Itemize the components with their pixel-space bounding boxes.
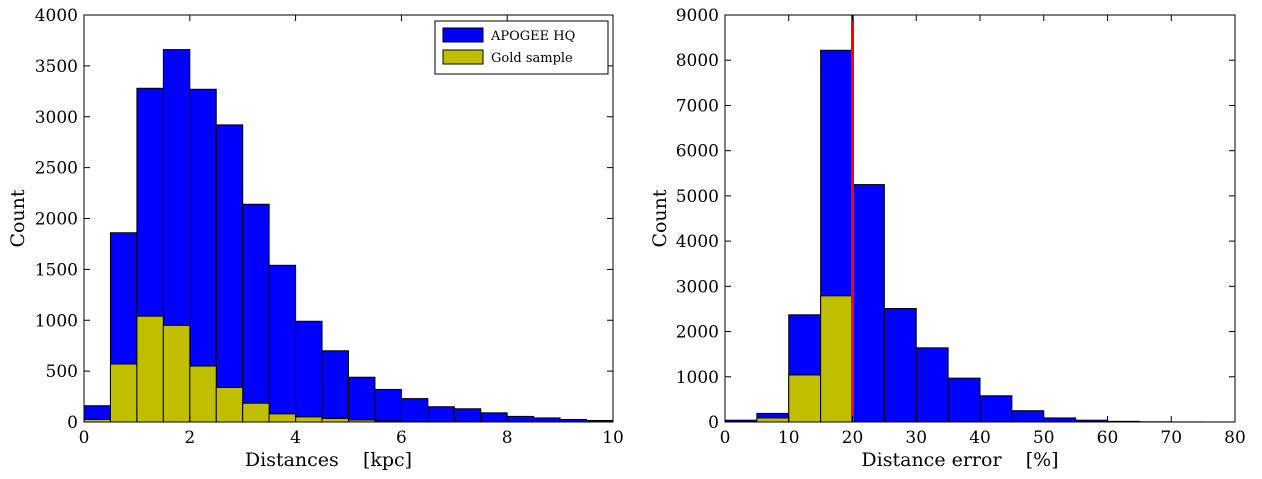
bar [947,377,981,423]
bar [268,413,297,423]
y-tick-label: 7000 [676,96,719,116]
bar [109,363,138,423]
series-gold-sample [724,295,853,423]
y-tick-label: 1500 [35,260,78,280]
y-tick-label: 2000 [676,323,719,343]
y-tick-label: 0 [708,413,719,433]
bar [242,402,270,423]
bar [820,295,853,423]
legend-swatch [442,27,484,43]
bar [295,416,323,423]
bar [979,395,1013,423]
bar [162,324,191,423]
bar [1043,417,1077,423]
x-tick-label: 2 [184,428,195,448]
y-axis-label: Count [7,189,29,247]
bar [1011,410,1045,423]
distance-histogram-panel: 0 2 4 6 8 10 0 500 1000 1500 2000 2500 3000 3500 4000 D… [7,6,624,471]
x-tick-label: 10 [602,428,624,448]
bar [453,408,482,423]
y-tick-label: 9000 [676,6,719,26]
bar [295,320,323,423]
bar [883,307,917,423]
x-tick-label: 30 [905,428,927,448]
y-tick-label: 1000 [676,368,719,388]
y-tick-label: 2500 [35,159,78,179]
y-tick-label: 5000 [676,187,719,207]
bar [852,184,885,423]
x-axis-label: Distances [kpc] [245,449,412,471]
bar [215,124,244,423]
legend-label: Gold sample [491,51,573,66]
bar [374,388,402,423]
bar [506,415,535,423]
legend: APOGEE HQ Gold sample [434,20,609,75]
bar [788,374,822,423]
bar [189,365,217,423]
bar [756,417,790,423]
x-tick-label: 40 [969,428,991,448]
series-gold-sample [83,315,561,423]
bar [136,315,164,423]
bar [480,412,508,423]
bar [427,406,455,423]
bar [321,417,349,423]
bar [242,203,270,423]
legend-label: APOGEE HQ [490,29,575,44]
y-tick-label: 4000 [35,6,78,26]
y-tick-label: 3000 [676,277,719,297]
y-tick-label: 4000 [676,232,719,252]
y-tick-label: 6000 [676,142,719,162]
y-tick-label: 0 [67,413,78,433]
x-tick-label: 60 [1097,428,1119,448]
x-tick-label: 8 [502,428,513,448]
x-tick-label: 10 [778,428,800,448]
y-tick-label: 2000 [35,210,78,230]
bar [268,264,297,423]
x-tick-label: 50 [1033,428,1055,448]
legend-swatch [442,49,484,65]
bar [400,398,429,423]
series-apogee-hq [724,49,1236,423]
x-tick-label: 0 [79,428,90,448]
bar [533,417,561,423]
x-tick-label: 6 [396,428,407,448]
y-tick-label: 3500 [35,57,78,77]
x-tick-label: 0 [720,428,731,448]
y-tick-label: 1000 [35,311,78,331]
bar [321,350,349,423]
x-axis-label: Distance error [%] [861,449,1058,471]
y-axis-label: Count [649,189,671,247]
x-tick-label: 20 [842,428,864,448]
bar [348,376,376,423]
x-tick-label: 70 [1160,428,1182,448]
x-tick-label: 80 [1224,428,1246,448]
y-tick-label: 500 [46,362,78,382]
bar [915,347,949,423]
distance-error-histogram-panel: 0 10 20 30 40 50 60 70 80 0 1000 2000 3000 4000 5000 60… [649,6,1246,471]
bar [215,386,244,423]
y-tick-label: 3000 [35,108,78,128]
y-tick-label: 8000 [676,51,719,71]
x-tick-label: 4 [290,428,301,448]
